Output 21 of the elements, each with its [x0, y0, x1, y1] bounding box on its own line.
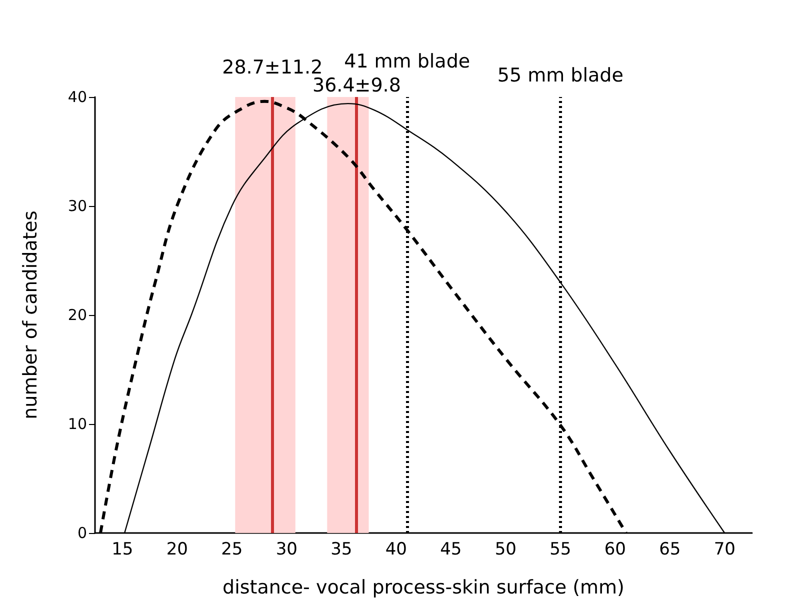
x-tick-label: 25	[221, 540, 243, 560]
x-tick-label: 15	[112, 540, 134, 560]
x-tick-label: 70	[714, 540, 736, 560]
x-tick-label: 65	[659, 540, 681, 560]
y-tick-label: 0	[77, 524, 87, 542]
x-tick-label: 35	[330, 540, 352, 560]
x-tick-label: 45	[440, 540, 462, 560]
y-axis-title: number of candidates	[20, 210, 42, 420]
x-tick-label: 60	[604, 540, 626, 560]
ref-line-label: 41 mm blade	[344, 50, 470, 72]
y-tick-label: 20	[68, 306, 87, 324]
y-tick-label: 10	[68, 415, 87, 433]
y-tick-label: 40	[68, 88, 87, 106]
x-axis-title: distance- vocal process-skin surface (mm)	[222, 576, 624, 598]
y-tick-label: 30	[68, 197, 87, 215]
x-tick-label: 50	[494, 540, 516, 560]
x-tick-label: 40	[385, 540, 407, 560]
x-tick-label: 30	[276, 540, 298, 560]
ref-line-label: 55 mm blade	[497, 64, 624, 86]
x-tick-label: 20	[166, 540, 188, 560]
x-tick-label: 55	[550, 540, 572, 560]
